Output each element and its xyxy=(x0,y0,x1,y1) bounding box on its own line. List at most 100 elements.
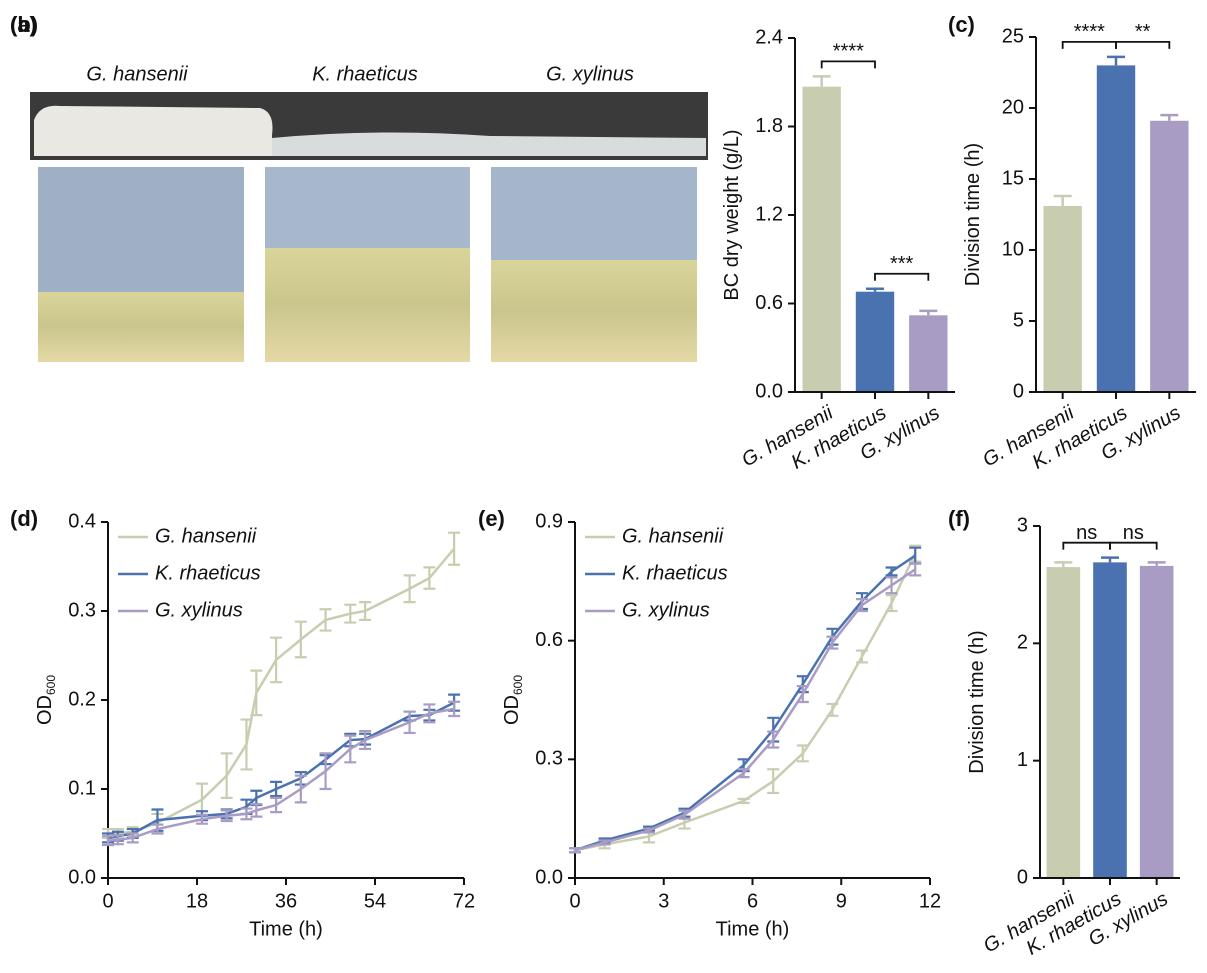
significance-label: ns xyxy=(1076,522,1097,544)
significance-bracket xyxy=(1109,541,1158,550)
bar xyxy=(909,315,948,392)
y-tick-label: 0.9 xyxy=(535,510,563,532)
y-axis-label: Division time (h) xyxy=(962,143,984,286)
error-bar xyxy=(569,847,581,854)
error-bar xyxy=(1147,561,1166,566)
y-axis-label: BC dry weight (g/L) xyxy=(721,129,743,300)
error-bar xyxy=(220,752,233,799)
bar xyxy=(1096,65,1136,393)
error-bar xyxy=(796,744,809,763)
error-bar xyxy=(344,603,357,624)
significance-label: **** xyxy=(833,41,864,63)
y-tick-label: 0.3 xyxy=(68,599,96,621)
error-bar xyxy=(423,566,436,590)
y-tick-label: 1.8 xyxy=(755,115,783,137)
error-bar xyxy=(270,796,283,814)
y-tick-label: 0.3 xyxy=(535,748,563,770)
series-line xyxy=(108,547,456,835)
x-axis-label: Time (h) xyxy=(249,918,323,940)
significance-label: *** xyxy=(890,253,914,275)
significance-bracket xyxy=(874,272,930,281)
significance-label: ns xyxy=(1123,522,1144,544)
legend-label: K. rhaeticus xyxy=(155,562,261,584)
error-bar xyxy=(294,620,307,659)
error-bar xyxy=(1054,561,1073,568)
x-tick-label: 18 xyxy=(186,890,208,912)
error-bar xyxy=(767,768,780,795)
significance-bracket xyxy=(1115,40,1171,49)
error-bar xyxy=(1101,556,1119,563)
x-tick-label: 54 xyxy=(364,890,386,912)
bar xyxy=(1046,567,1081,878)
significance-label: **** xyxy=(1074,21,1105,43)
y-tick-label: 20 xyxy=(1002,96,1024,118)
y-tick-label: 0.1 xyxy=(68,777,96,799)
panel-label: (c) xyxy=(948,12,975,37)
legend-label: G. hansenii xyxy=(155,525,257,547)
error-bar xyxy=(359,601,372,621)
bar xyxy=(1139,565,1174,878)
error-bar xyxy=(1053,194,1072,206)
error-bar xyxy=(1160,113,1179,121)
pellicle xyxy=(34,105,273,156)
y-tick-label: 25 xyxy=(1002,25,1024,47)
y-axis-label-main: OD xyxy=(501,695,523,725)
y-tick-label: 3 xyxy=(1017,514,1028,536)
panel-label: (d) xyxy=(10,506,38,531)
y-tick-label: 15 xyxy=(1002,167,1024,189)
error-bar xyxy=(678,809,691,820)
x-tick-label: 0 xyxy=(102,890,113,912)
error-bar xyxy=(855,649,868,664)
bar xyxy=(1043,205,1082,392)
significance-bracket xyxy=(820,60,876,69)
error-bar xyxy=(737,797,750,804)
y-axis-label-main: BC dry weight (g/L) xyxy=(721,129,743,300)
bar xyxy=(802,86,841,393)
photo-caption: G. xylinus xyxy=(546,63,634,85)
beaker-liquid xyxy=(491,260,697,362)
error-bar xyxy=(423,703,436,724)
error-bar xyxy=(403,710,416,735)
error-bar xyxy=(195,813,208,825)
error-bar xyxy=(220,809,233,823)
y-tick-label: 0.6 xyxy=(755,292,783,314)
error-bar xyxy=(909,562,922,577)
error-bar xyxy=(240,718,253,771)
x-tick-label: 36 xyxy=(275,890,297,912)
bar xyxy=(1093,562,1127,878)
x-tick-label: 12 xyxy=(919,890,941,912)
error-bar xyxy=(885,594,898,613)
legend-label: G. xylinus xyxy=(622,599,710,621)
bar xyxy=(855,291,895,392)
error-bar xyxy=(250,803,263,818)
y-tick-label: 2.4 xyxy=(755,26,783,48)
error-bar xyxy=(448,700,461,718)
x-tick-label: 0 xyxy=(569,890,580,912)
significance-label: ** xyxy=(1135,21,1151,43)
panel-label: (a) xyxy=(10,12,37,37)
y-axis-label-main: Division time (h) xyxy=(966,630,988,773)
y-axis-label-main: Division time (h) xyxy=(962,143,984,286)
error-bar xyxy=(126,832,139,844)
error-bar xyxy=(885,566,898,577)
error-bar xyxy=(642,827,655,834)
error-bar xyxy=(448,531,461,566)
pellicle xyxy=(272,132,706,156)
photo-caption: K. rhaeticus xyxy=(312,63,418,85)
y-axis-label-sub: 600 xyxy=(44,675,58,695)
y-tick-label: 2 xyxy=(1017,632,1028,654)
legend-label: G. xylinus xyxy=(155,599,243,621)
y-tick-label: 5 xyxy=(1013,309,1024,331)
error-bar xyxy=(826,702,839,717)
panel-label: (f) xyxy=(948,506,970,531)
y-axis-label: Division time (h) xyxy=(966,630,988,773)
x-tick-label: 3 xyxy=(658,890,669,912)
error-bar xyxy=(270,636,283,684)
error-bar xyxy=(919,309,938,316)
y-tick-label: 10 xyxy=(1002,238,1024,260)
error-bar xyxy=(151,823,164,835)
y-tick-label: 0.6 xyxy=(535,629,563,651)
y-tick-label: 0.0 xyxy=(535,866,563,888)
error-bar xyxy=(826,635,839,650)
